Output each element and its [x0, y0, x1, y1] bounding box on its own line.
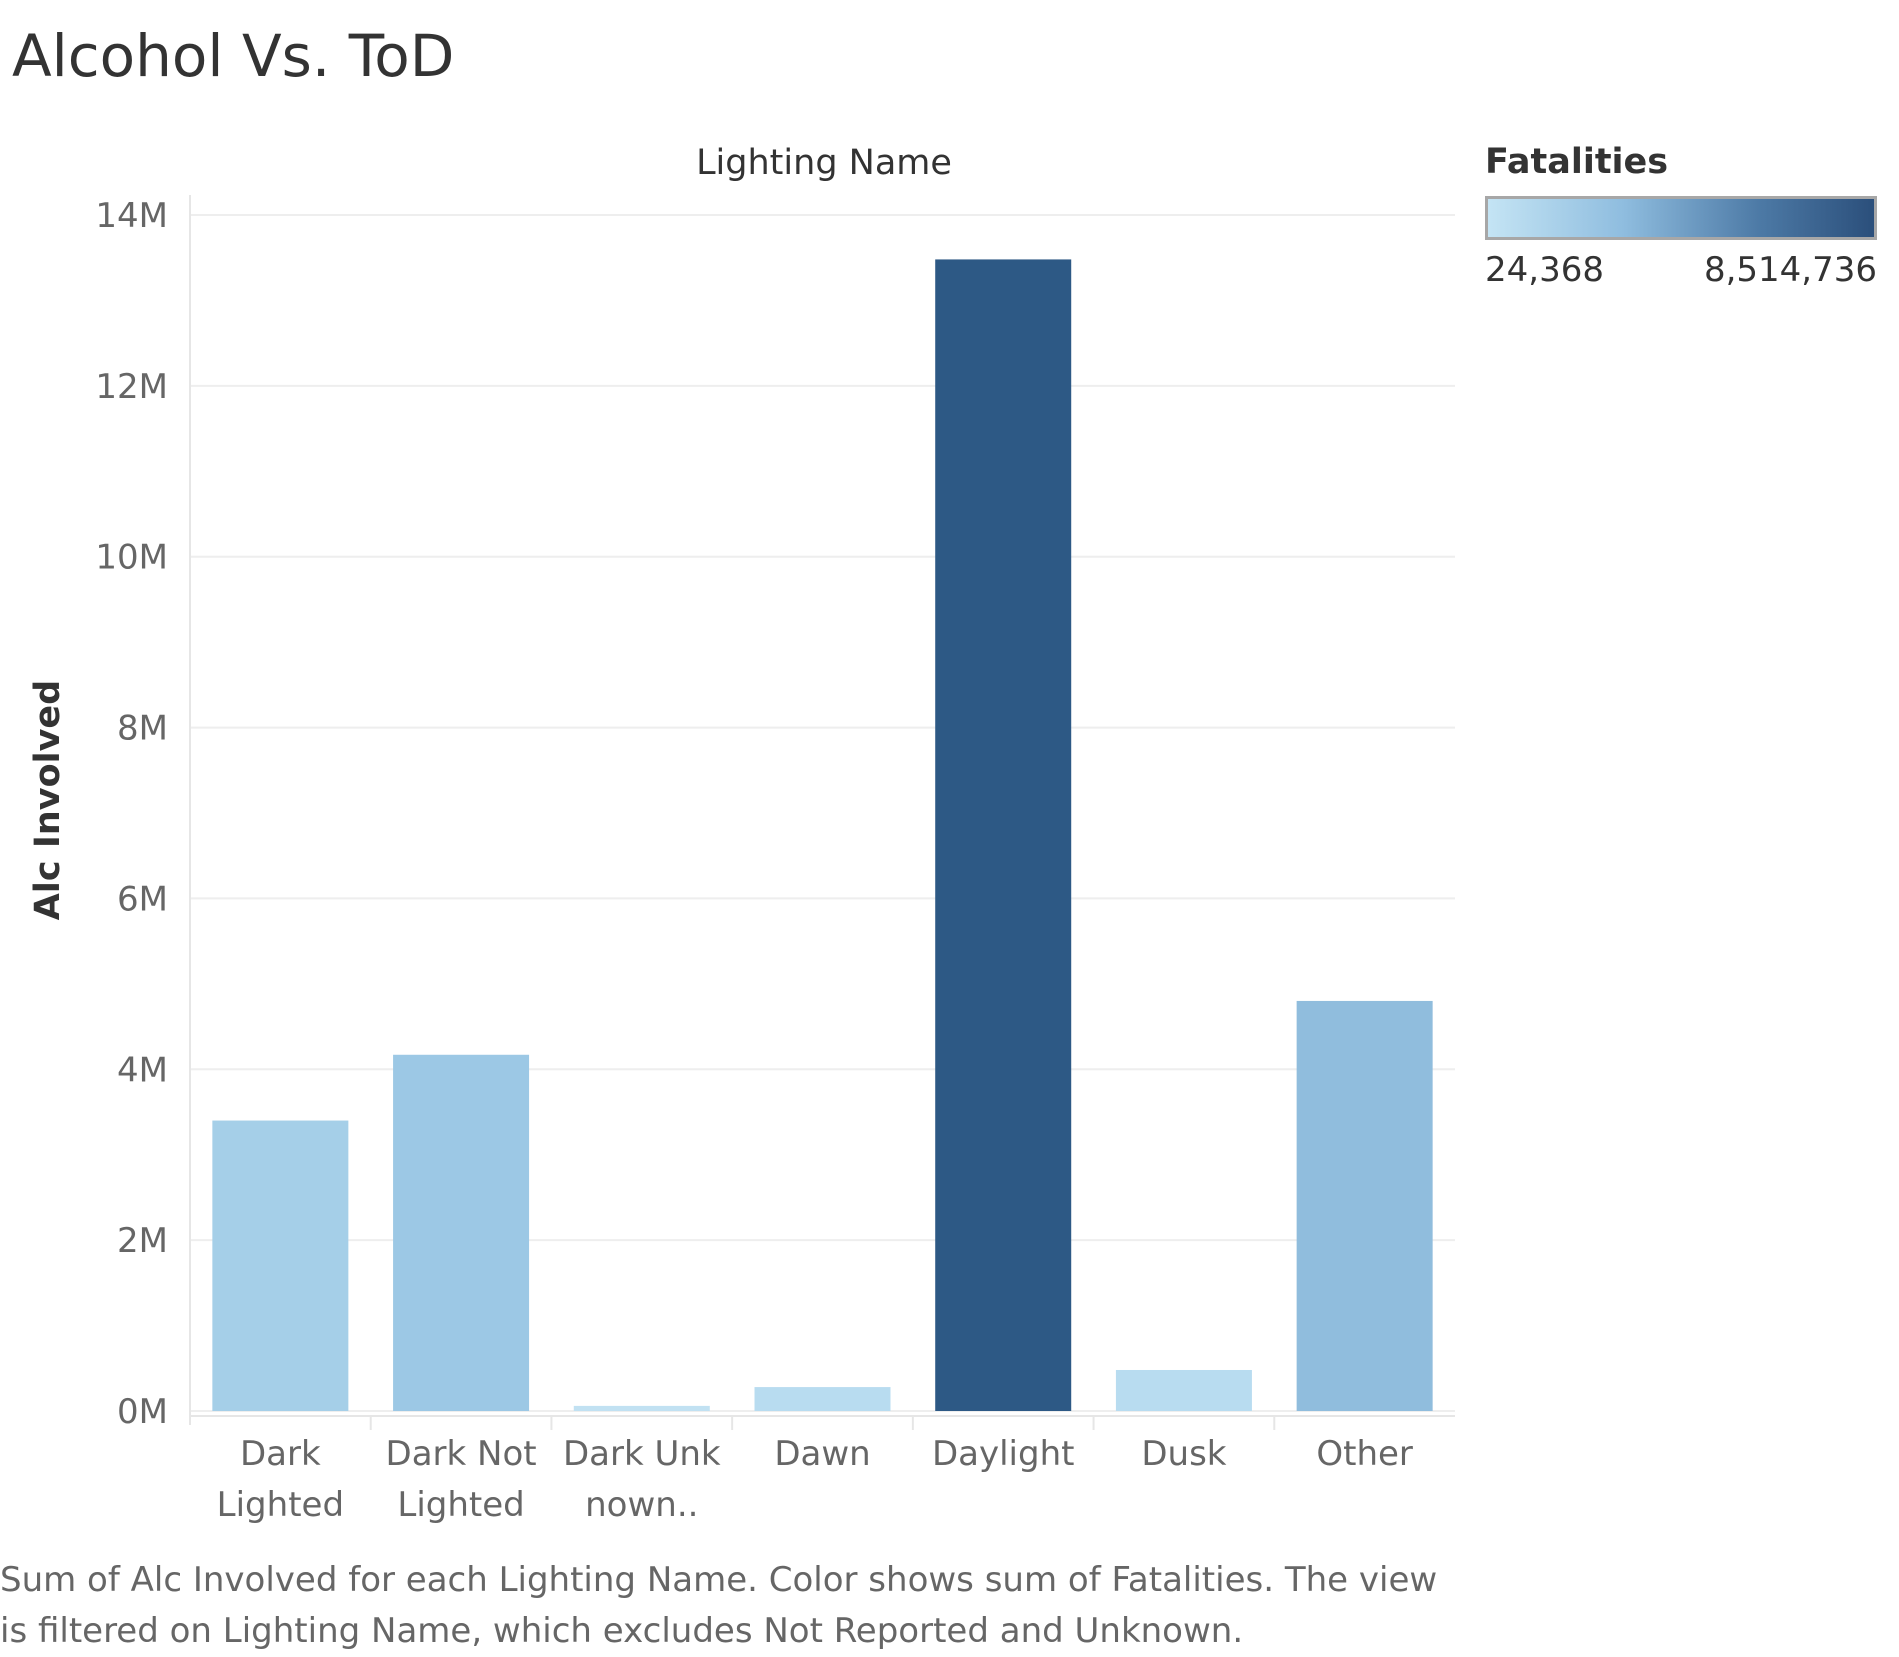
gridlines	[189, 195, 1455, 1425]
bar-dark-lighted	[212, 1120, 349, 1411]
chart-caption: Sum of Alc Involved for each Lighting Na…	[0, 1560, 1438, 1651]
legend-max-label: 8,514,736	[1703, 250, 1877, 290]
color-legend: Fatalities 24,368 8,514,736	[1485, 142, 1885, 290]
legend-labels: 24,368 8,514,736	[1485, 250, 1885, 290]
y-tick-label: 8M	[117, 709, 168, 749]
legend-min-label: 24,368	[1485, 250, 1604, 290]
chart-title: Alcohol Vs. ToD	[12, 22, 455, 90]
bar-other	[1296, 1000, 1433, 1411]
legend-gradient-bar	[1485, 196, 1877, 240]
x-axis-header: Lighting Name	[696, 143, 952, 183]
bar-dusk	[1115, 1369, 1252, 1411]
y-tick-label: 10M	[95, 538, 168, 578]
x-tick-label: Lighted	[217, 1485, 344, 1525]
bar-dawn	[754, 1387, 891, 1411]
bars	[212, 259, 1433, 1411]
bar-daylight	[935, 259, 1072, 1411]
x-tick-label: Dark	[240, 1434, 321, 1474]
y-tick-label: 14M	[95, 196, 168, 236]
legend-title: Fatalities	[1485, 142, 1669, 182]
x-tick-label: Dark Unk	[563, 1434, 721, 1474]
x-tick-label: Dusk	[1141, 1434, 1226, 1474]
y-axis-ticks: 0M 2M 4M 6M 8M 10M 12M 14M	[95, 196, 168, 1432]
x-tick-label: Daylight	[932, 1434, 1075, 1474]
x-axis-ticks: Dark Lighted Dark Not Lighted Dark Unk nown..…	[217, 1416, 1413, 1525]
y-tick-label: 12M	[95, 367, 168, 407]
bar-chart: Lighting Name Alc Involved 0M 2M 4M 6M 8M 10M…	[28, 143, 1455, 1525]
x-tick-label: nown..	[585, 1485, 698, 1525]
y-axis-label: Alc Involved	[28, 680, 68, 920]
bar-dark-unknown	[573, 1405, 710, 1411]
y-tick-label: 6M	[117, 879, 168, 919]
x-tick-label: Dawn	[774, 1434, 870, 1474]
y-tick-label: 2M	[117, 1221, 168, 1261]
bar-dark-not-lighted	[393, 1054, 530, 1411]
y-tick-label: 0M	[117, 1392, 168, 1432]
y-tick-label: 4M	[117, 1050, 168, 1090]
x-tick-label: Other	[1316, 1434, 1413, 1474]
x-tick-label: Lighted	[397, 1485, 524, 1525]
x-tick-label: Dark Not	[386, 1434, 537, 1474]
